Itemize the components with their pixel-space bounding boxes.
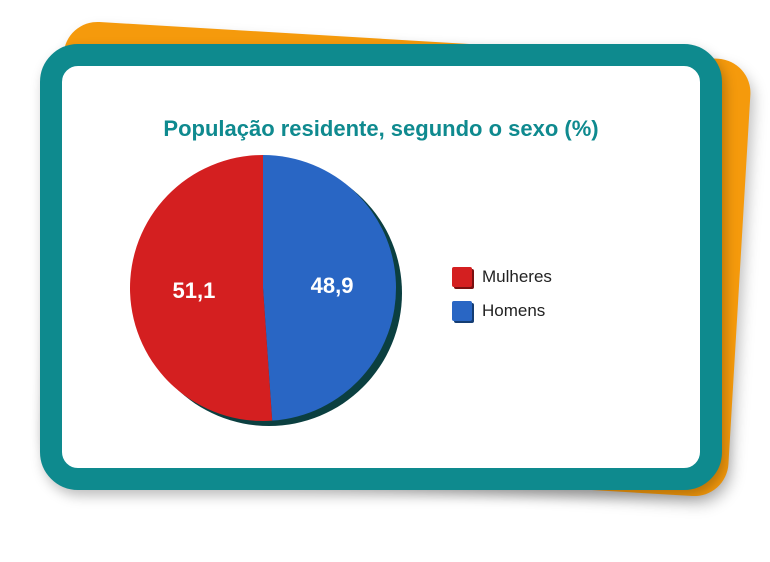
chart-legend: Mulheres Homens	[452, 260, 552, 328]
pie-label-homens: 48,9	[311, 273, 354, 298]
legend-label-mulheres: Mulheres	[482, 267, 552, 286]
pie-labels: 48,9 51,1	[172, 273, 353, 303]
chart-title: População residente, segundo o sexo (%)	[163, 116, 599, 141]
legend-swatch-homens	[452, 301, 472, 321]
pie-label-mulheres: 51,1	[172, 278, 215, 303]
pie-slice-mulheres	[130, 155, 273, 422]
legend-item-mulheres: Mulheres	[452, 260, 552, 294]
legend-item-homens: Homens	[452, 294, 552, 328]
pie-slice-homens	[263, 155, 396, 421]
pie-slices	[130, 155, 396, 422]
legend-label-homens: Homens	[482, 301, 546, 320]
legend-swatch-mulheres	[452, 267, 472, 287]
